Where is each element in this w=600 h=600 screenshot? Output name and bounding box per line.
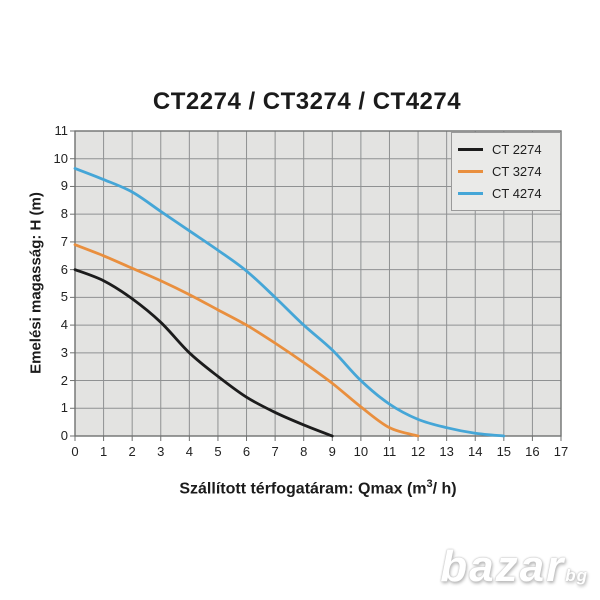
- legend: CT 2274 CT 3274 CT 4274: [451, 132, 561, 211]
- legend-item: CT 3274: [458, 164, 554, 179]
- x-tick-label: 1: [99, 444, 108, 459]
- chart-title: CT2274 / CT3274 / CT4274: [152, 88, 462, 115]
- x-tick-label: 10: [353, 444, 369, 459]
- x-axis-label-text: Szállított térfogatáram: Qmax (m: [179, 480, 427, 498]
- x-tick-label: 3: [157, 444, 165, 459]
- x-tick-label: 5: [214, 444, 222, 459]
- x-axis-label: Szállított térfogatáram: Qmax (m3/ h): [75, 478, 561, 498]
- x-tick-label: 13: [439, 444, 454, 459]
- legend-label: CT 2274: [492, 141, 542, 157]
- watermark-bazar-logo: bazarbg: [440, 542, 588, 592]
- curve-ct-3274: [73, 243, 420, 438]
- curve-ct-4274: [73, 167, 506, 438]
- curve-ct-2274: [73, 268, 334, 438]
- x-tick-label: 11: [382, 444, 397, 459]
- x-tick-label: 0: [71, 444, 79, 459]
- y-tick-label: 3: [60, 344, 68, 360]
- x-tick-label: 16: [525, 444, 540, 459]
- x-axis-label-unit: / h): [432, 480, 457, 498]
- x-tick-label: 12: [410, 444, 426, 459]
- y-tick-label: 1: [60, 400, 68, 416]
- y-tick-label: 11: [54, 123, 69, 138]
- legend-label: CT 4274: [492, 186, 542, 202]
- watermark-suffix: bg: [565, 566, 588, 585]
- y-tick-label: 10: [53, 150, 68, 166]
- legend-item: CT 2274: [458, 142, 554, 157]
- y-tick-label: 0: [60, 428, 68, 443]
- y-tick-label: 2: [60, 372, 68, 388]
- x-tick-label: 4: [185, 444, 193, 459]
- x-tick-label: 2: [128, 444, 136, 459]
- x-axis-label-superscript: 3: [426, 478, 433, 490]
- legend-line-swatch: [458, 192, 483, 196]
- y-tick-label: 7: [60, 233, 68, 249]
- x-tick-label: 9: [328, 444, 336, 459]
- y-tick-label: 5: [60, 289, 68, 305]
- y-tick-label: 6: [60, 261, 68, 277]
- legend-label: CT 3274: [492, 163, 542, 179]
- plot-border: [74, 130, 562, 437]
- x-tick-label: 6: [242, 444, 251, 459]
- x-tick-label: 7: [271, 444, 279, 459]
- y-tick-label: 9: [60, 178, 68, 194]
- y-tick-label: 8: [60, 206, 68, 222]
- legend-item: CT 4274: [458, 186, 554, 201]
- x-tick-label: 17: [553, 444, 569, 459]
- x-tick-label: 15: [496, 444, 512, 459]
- legend-line-swatch: [458, 147, 483, 151]
- watermark-text: bazar: [440, 542, 566, 591]
- x-tick-label: 14: [468, 444, 483, 459]
- x-tick-label: 8: [300, 444, 308, 459]
- legend-line-swatch: [458, 169, 483, 173]
- y-tick-label: 4: [60, 317, 68, 333]
